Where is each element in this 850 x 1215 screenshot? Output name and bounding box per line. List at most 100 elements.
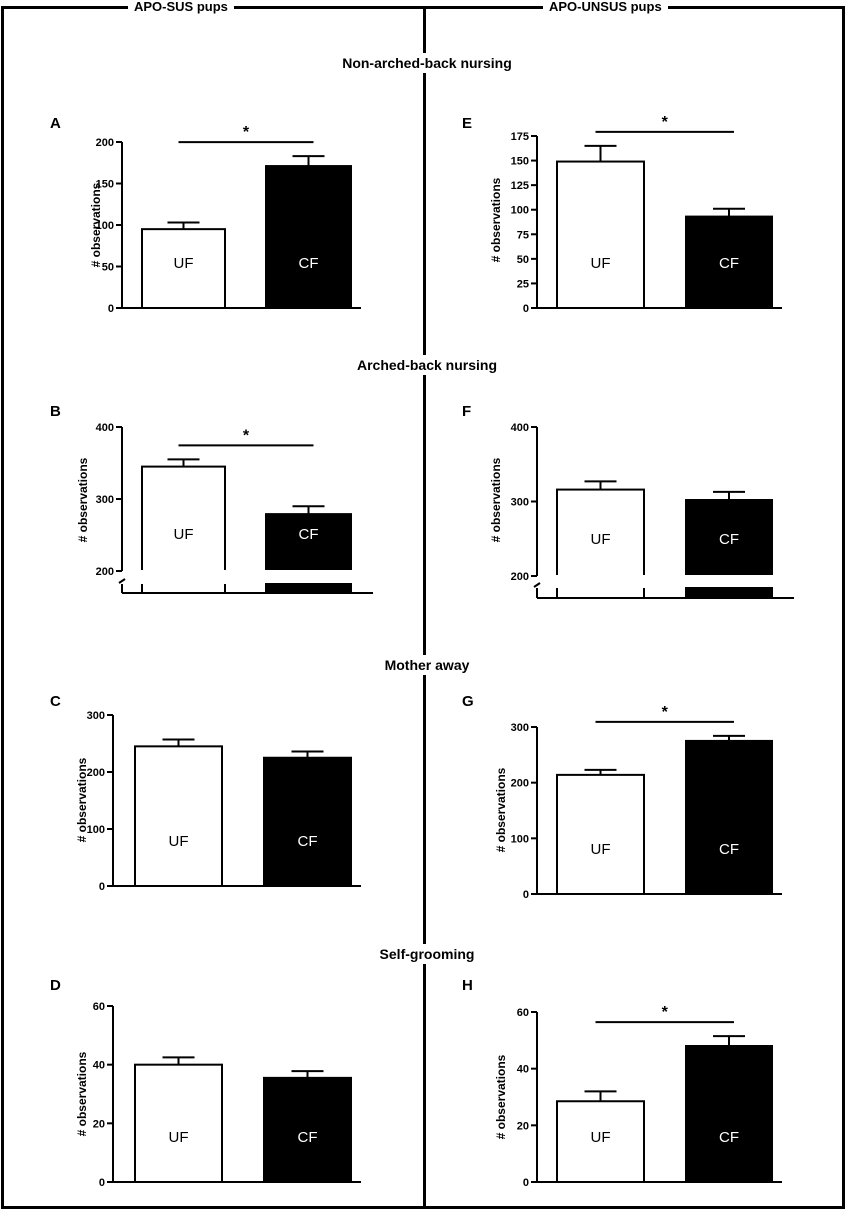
bar-g-uf bbox=[556, 773, 645, 896]
bar-e-uf bbox=[556, 160, 645, 309]
bar-b-uf bbox=[141, 465, 226, 573]
bar-break-gap-f-1 bbox=[685, 575, 773, 589]
column-divider bbox=[423, 6, 426, 1209]
y-tick-label-c-1: 100 bbox=[87, 824, 105, 836]
bar-label-a-0: UF bbox=[174, 255, 194, 272]
bar-label-h-1: CF bbox=[719, 1129, 739, 1146]
bar-e-cf bbox=[685, 215, 773, 309]
bar-f-uf bbox=[556, 488, 645, 577]
bar-label-a-1: CF bbox=[299, 255, 319, 272]
y-tick-label-a-0: 0 bbox=[108, 303, 114, 315]
y-tick-label-f-0: 200 bbox=[511, 571, 529, 583]
panel-label-d: D bbox=[50, 977, 61, 994]
bar-label-b-0: UF bbox=[174, 526, 194, 543]
bar-label-h-0: UF bbox=[591, 1129, 611, 1146]
bar-f-cf bbox=[685, 499, 773, 578]
y-tick-label-b-0: 200 bbox=[96, 566, 114, 578]
bar-g-cf bbox=[685, 739, 773, 896]
significance-star-g: * bbox=[662, 704, 669, 721]
y-tick-label-f-1: 300 bbox=[511, 497, 529, 509]
bar-h-uf bbox=[556, 1100, 645, 1183]
bar-label-d-1: CF bbox=[298, 1129, 318, 1146]
y-tick-label-d-2: 40 bbox=[93, 1060, 105, 1072]
y-tick-label-a-4: 200 bbox=[96, 137, 114, 149]
significance-star-e: * bbox=[662, 114, 669, 131]
y-axis-label-e: # observations bbox=[489, 177, 503, 262]
y-tick-label-e-0: 0 bbox=[523, 303, 529, 315]
panel-label-h: H bbox=[462, 977, 473, 994]
y-tick-label-e-5: 125 bbox=[511, 180, 529, 192]
y-tick-label-h-0: 0 bbox=[523, 1177, 529, 1189]
bar-label-e-1: CF bbox=[719, 255, 739, 272]
right-column-title: APO-UNSUS pups bbox=[543, 0, 668, 14]
bar-break-gap-b-0 bbox=[141, 570, 226, 585]
panel-label-c: C bbox=[50, 693, 61, 710]
y-tick-label-f-2: 400 bbox=[511, 422, 529, 434]
bar-label-f-1: CF bbox=[719, 531, 739, 548]
y-tick-label-b-2: 400 bbox=[96, 422, 114, 434]
y-tick-label-c-3: 300 bbox=[87, 710, 105, 722]
y-axis-label-d: # observations bbox=[75, 1051, 89, 1136]
bar-lower-b-1 bbox=[265, 583, 352, 594]
y-tick-label-c-2: 200 bbox=[87, 767, 105, 779]
y-tick-label-c-0: 0 bbox=[99, 881, 105, 893]
y-axis-label-b: # observations bbox=[76, 457, 90, 542]
y-tick-label-d-0: 0 bbox=[99, 1177, 105, 1189]
y-tick-label-h-3: 60 bbox=[517, 1007, 529, 1019]
y-axis-label-a: # observations bbox=[89, 182, 103, 267]
y-tick-label-e-2: 50 bbox=[517, 254, 529, 266]
bar-label-c-1: CF bbox=[298, 833, 318, 850]
bar-c-cf bbox=[263, 756, 352, 887]
y-tick-label-e-6: 150 bbox=[511, 156, 529, 168]
left-column-title: APO-SUS pups bbox=[128, 0, 234, 14]
y-tick-label-a-3: 150 bbox=[96, 179, 114, 191]
y-tick-label-e-7: 175 bbox=[511, 131, 529, 143]
y-tick-label-h-1: 20 bbox=[517, 1120, 529, 1132]
y-tick-label-d-1: 20 bbox=[93, 1118, 105, 1130]
y-tick-label-g-3: 300 bbox=[511, 722, 529, 734]
bar-label-e-0: UF bbox=[591, 255, 611, 272]
significance-star-a: * bbox=[243, 124, 250, 141]
axis-break-mark-f bbox=[533, 582, 541, 588]
bar-label-f-0: UF bbox=[591, 531, 611, 548]
bar-label-d-0: UF bbox=[169, 1129, 189, 1146]
panel-label-a: A bbox=[50, 115, 61, 132]
axis-break-mark-b bbox=[118, 578, 126, 584]
y-tick-label-e-4: 100 bbox=[511, 205, 529, 217]
y-tick-label-b-1: 300 bbox=[96, 494, 114, 506]
y-axis-label-c: # observations bbox=[75, 757, 89, 842]
bar-h-cf bbox=[685, 1045, 773, 1183]
significance-star-h: * bbox=[662, 1004, 669, 1021]
y-tick-label-d-3: 60 bbox=[93, 1001, 105, 1013]
panel-label-g: G bbox=[462, 693, 474, 710]
section-title-mother-away: Mother away bbox=[376, 655, 478, 675]
bar-label-c-0: UF bbox=[169, 833, 189, 850]
section-title-non-arched: Non-arched-back nursing bbox=[334, 53, 520, 73]
bar-break-gap-b-1 bbox=[265, 570, 352, 585]
bar-label-g-1: CF bbox=[719, 841, 739, 858]
y-tick-label-g-1: 100 bbox=[511, 833, 529, 845]
bar-label-g-0: UF bbox=[591, 841, 611, 858]
bar-lower-f-1 bbox=[685, 587, 773, 599]
bar-label-b-1: CF bbox=[299, 526, 319, 543]
bar-c-uf bbox=[134, 745, 223, 887]
bar-d-cf bbox=[263, 1076, 352, 1184]
y-tick-label-h-2: 40 bbox=[517, 1064, 529, 1076]
y-tick-label-a-2: 100 bbox=[96, 220, 114, 232]
y-tick-label-e-1: 25 bbox=[517, 278, 529, 290]
bar-break-gap-f-0 bbox=[556, 575, 645, 589]
y-tick-label-g-0: 0 bbox=[523, 889, 529, 901]
bar-d-uf bbox=[134, 1063, 223, 1183]
bar-a-cf bbox=[265, 165, 352, 309]
y-tick-label-e-3: 75 bbox=[517, 229, 529, 241]
panel-label-e: E bbox=[462, 115, 472, 132]
section-title-arched: Arched-back nursing bbox=[348, 355, 506, 375]
significance-star-b: * bbox=[243, 427, 250, 444]
y-tick-label-g-2: 200 bbox=[511, 778, 529, 790]
y-axis-label-g: # observations bbox=[494, 767, 508, 852]
y-axis-label-h: # observations bbox=[494, 1054, 508, 1139]
y-axis-label-f: # observations bbox=[489, 457, 503, 542]
panel-label-f: F bbox=[462, 403, 471, 420]
panel-label-b: B bbox=[50, 403, 61, 420]
